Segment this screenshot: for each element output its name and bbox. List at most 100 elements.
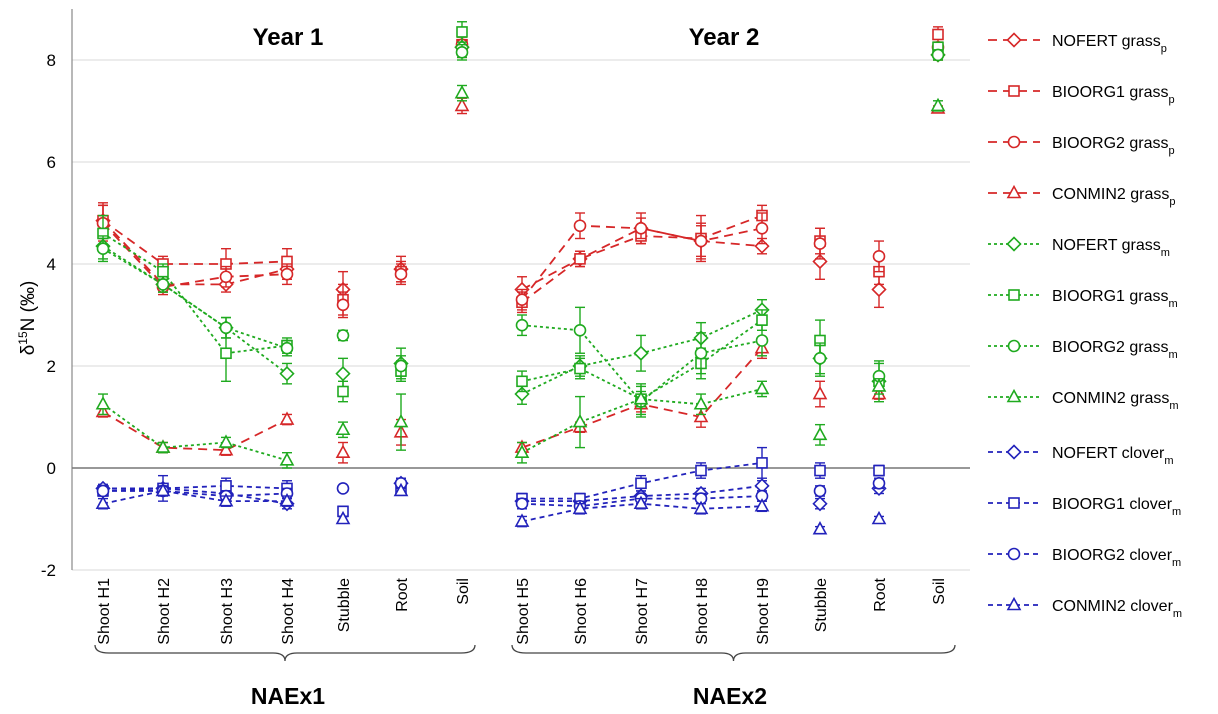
data-point	[813, 237, 827, 250]
data-point	[220, 347, 232, 360]
data-point	[572, 413, 588, 428]
data-point	[516, 375, 528, 388]
data-point	[634, 222, 648, 235]
data-point	[279, 411, 295, 425]
data-point	[871, 510, 887, 525]
data-point	[280, 341, 294, 355]
y-tick-label: 0	[47, 459, 56, 478]
data-point	[219, 321, 233, 335]
data-point	[633, 345, 649, 361]
data-point	[336, 482, 350, 495]
legend-item: NOFERT cloverm	[988, 444, 1174, 467]
data-point	[456, 26, 468, 38]
legend-item: BIOORG1 grassp	[988, 84, 1175, 106]
legend-label: CONMIN2 grassm	[1052, 390, 1179, 412]
data-point	[633, 495, 649, 510]
data-point	[335, 421, 351, 436]
y-label-symbol: δ	[18, 345, 39, 356]
series-line	[521, 227, 763, 291]
data-point	[693, 408, 709, 423]
legend-marker	[1007, 135, 1021, 149]
data-point	[872, 250, 886, 263]
data-point	[454, 84, 470, 99]
legend-item: CONMIN2 cloverm	[988, 596, 1182, 620]
data-point	[633, 390, 649, 405]
y-tick-label: 4	[47, 255, 56, 274]
data-point	[393, 482, 409, 497]
data-point	[514, 513, 530, 527]
legend-marker	[1007, 547, 1021, 561]
panel-title-year2: Year 2	[689, 24, 760, 51]
legend-marker	[1008, 497, 1020, 509]
y-label-sup: 15	[16, 331, 30, 345]
data-point	[755, 334, 769, 347]
data-point	[871, 281, 887, 298]
legend-label: BIOORG2 cloverm	[1052, 547, 1181, 569]
series-line	[102, 222, 288, 288]
group-brace-naex1	[94, 644, 476, 662]
series-line	[102, 219, 288, 265]
data-point	[574, 253, 586, 265]
series-conmin2-grass-m	[95, 84, 946, 469]
x-tick-labels: Shoot H1 Shoot H2 Shoot H3 Shoot H4 Stubble R…	[96, 577, 948, 644]
series-line	[521, 388, 763, 454]
data-point	[337, 385, 349, 398]
y-tick-label: 2	[47, 357, 56, 376]
legend-marker	[1008, 289, 1020, 301]
data-point	[218, 441, 234, 456]
data-point	[279, 366, 295, 382]
data-point	[813, 352, 827, 365]
data-point	[335, 444, 351, 459]
data-point	[871, 378, 887, 392]
data-point	[573, 219, 587, 233]
data-point	[219, 270, 233, 284]
series-layer	[95, 21, 946, 535]
legend-item: CONMIN2 grassp	[988, 184, 1175, 208]
series-line	[102, 247, 288, 350]
data-point	[872, 476, 886, 490]
data-point	[336, 298, 350, 312]
legend-item: NOFERT grassm	[988, 236, 1170, 259]
legend-label: BIOORG1 grassp	[1052, 84, 1175, 106]
legend-label: CONMIN2 cloverm	[1052, 598, 1182, 620]
legend-item: NOFERT grassp	[988, 32, 1167, 55]
x-tick-label: Shoot H6	[573, 578, 590, 645]
data-point	[218, 434, 234, 448]
legend-marker	[1006, 32, 1022, 48]
data-point	[155, 482, 171, 497]
legend-item: BIOORG1 grassm	[988, 288, 1178, 310]
legend-marker	[1007, 339, 1021, 353]
data-point	[693, 396, 709, 410]
legend-label: BIOORG1 cloverm	[1052, 496, 1181, 518]
data-point	[930, 97, 946, 112]
data-point	[572, 500, 588, 515]
data-point	[635, 477, 647, 490]
data-point	[157, 265, 169, 278]
data-point	[95, 495, 111, 510]
data-point	[755, 222, 769, 235]
legend-item: CONMIN2 grassm	[988, 388, 1179, 412]
legend-label: NOFERT grassp	[1052, 33, 1167, 55]
legend-label: CONMIN2 grassp	[1052, 186, 1175, 208]
legend-item: BIOORG2 cloverm	[988, 547, 1181, 569]
data-point	[279, 492, 295, 507]
group-brace-naex2	[511, 644, 956, 662]
data-point	[813, 484, 827, 498]
data-point	[873, 464, 885, 477]
data-point	[515, 318, 529, 332]
legend-marker	[1006, 444, 1022, 460]
x-tick-label: Stubble	[336, 578, 353, 632]
series-line	[102, 220, 288, 286]
legend-marker	[1006, 184, 1022, 199]
legend-item: BIOORG2 grassp	[988, 135, 1175, 157]
legend-marker	[1006, 236, 1022, 252]
data-point	[96, 484, 110, 498]
data-point	[931, 48, 945, 62]
series-conmin2-clover-m	[95, 482, 887, 535]
data-point	[455, 46, 469, 59]
data-point	[279, 452, 295, 466]
data-point	[693, 500, 709, 515]
data-point	[218, 492, 234, 507]
data-point	[514, 444, 530, 459]
